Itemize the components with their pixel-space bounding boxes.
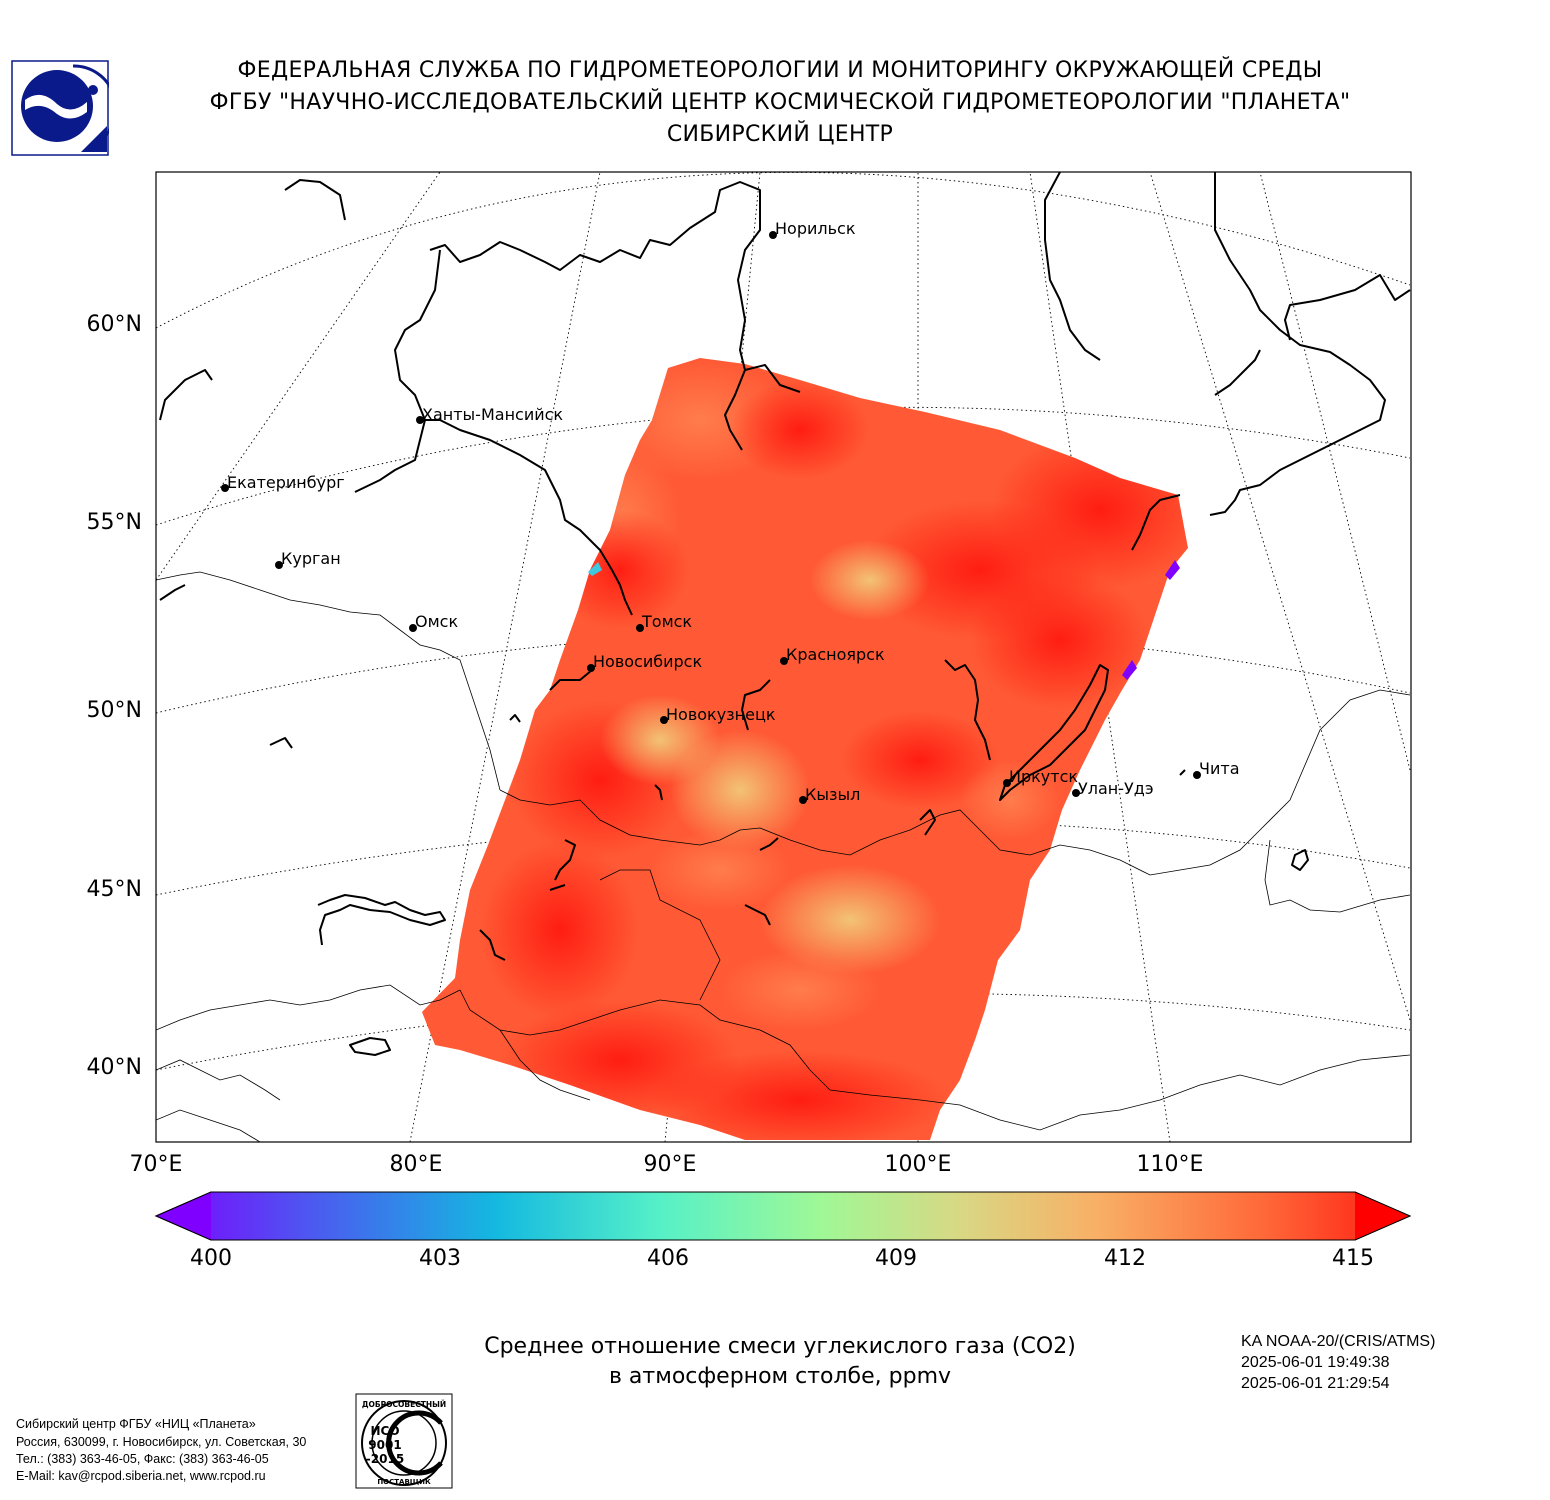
city-label-kyzyl: Кызыл bbox=[805, 785, 861, 804]
iso-l1: ИСО bbox=[370, 1424, 399, 1438]
lon-label-90: 90°E bbox=[643, 1152, 697, 1177]
city-label-kurgan: Курган bbox=[281, 549, 341, 568]
lat-label-50: 50°N bbox=[86, 698, 142, 723]
lat-label-60: 60°N bbox=[86, 312, 142, 337]
caption-line-2: в атмосферном столбе, ppmv bbox=[608, 1364, 952, 1389]
header-line-1: ФЕДЕРАЛЬНАЯ СЛУЖБА ПО ГИДРОМЕТЕОРОЛОГИИ … bbox=[237, 58, 1323, 83]
iso-l3: -2015 bbox=[366, 1452, 404, 1466]
coastlines-rivers bbox=[159, 172, 1411, 1056]
satellite-time-end: 2025-06-01 21:29:54 bbox=[1241, 1375, 1390, 1392]
planeta-logo bbox=[11, 60, 109, 156]
city-label-norilsk: Норильск bbox=[775, 219, 856, 238]
colorbar-tick-412: 412 bbox=[1104, 1246, 1146, 1271]
map-frame bbox=[155, 171, 1412, 1143]
city-label-omsk: Омск bbox=[415, 612, 459, 631]
city-label-irkutsk: Иркутск bbox=[1009, 767, 1079, 786]
country-borders bbox=[156, 571, 1411, 1142]
footer-org: Сибирский центр ФГБУ «НИЦ «Планета» bbox=[16, 1417, 256, 1431]
caption-line-1: Среднее отношение смеси углекислого газа… bbox=[484, 1334, 1076, 1359]
lon-label-80: 80°E bbox=[389, 1152, 443, 1177]
iso-l2: 9001 bbox=[368, 1438, 401, 1452]
footer-phone: Тел.: (383) 363-46-05, Факс: (383) 363-4… bbox=[16, 1452, 269, 1466]
iso-top-text: ДОБРОСОВЕСТНЫЙ bbox=[362, 1400, 446, 1409]
header-line-3: СИБИРСКИЙ ЦЕНТР bbox=[666, 122, 894, 147]
city-label-tomsk: Томск bbox=[642, 612, 693, 631]
city-label-novosibirsk: Новосибирск bbox=[593, 652, 703, 671]
city-label-khanty-mansiysk: Ханты-Мансийск bbox=[422, 405, 564, 424]
header-line-2: ФГБУ "НАУЧНО-ИССЛЕДОВАТЕЛЬСКИЙ ЦЕНТР КОС… bbox=[209, 90, 1351, 115]
colorbar-tick-406: 406 bbox=[647, 1246, 689, 1271]
colorbar-tick-400: 400 bbox=[190, 1246, 232, 1271]
lat-label-45: 45°N bbox=[86, 877, 142, 902]
lat-label-40: 40°N bbox=[86, 1055, 142, 1080]
lon-label-100: 100°E bbox=[884, 1152, 952, 1177]
lat-label-55: 55°N bbox=[86, 510, 142, 535]
colorbar-tick-409: 409 bbox=[875, 1246, 917, 1271]
footer-email: E-Mail: kav@rcpod.siberia.net, www.rcpod… bbox=[16, 1469, 266, 1483]
lon-label-70: 70°E bbox=[129, 1152, 183, 1177]
colorbar bbox=[154, 1191, 1412, 1241]
colorbar-tick-403: 403 bbox=[419, 1246, 461, 1271]
iso-9001-badge: ДОБРОСОВЕСТНЫЙ ИСО 9001 -2015 ПОСТАВЩИК bbox=[355, 1393, 453, 1489]
satellite-time-start: 2025-06-01 19:49:38 bbox=[1241, 1354, 1390, 1371]
footer-address: Россия, 630099, г. Новосибирск, ул. Сове… bbox=[16, 1435, 307, 1449]
city-label-ulan-ude: Улан-Удэ bbox=[1078, 779, 1154, 798]
satellite-name: KA NOAA-20/(CRIS/ATMS) bbox=[1241, 1333, 1436, 1350]
city-label-chita: Чита bbox=[1199, 759, 1240, 778]
city-markers bbox=[221, 231, 1201, 804]
city-label-krasnoyarsk: Красноярск bbox=[786, 645, 885, 664]
city-label-novokuznetsk: Новокузнецк bbox=[666, 705, 776, 724]
iso-bottom-text: ПОСТАВЩИК bbox=[377, 1478, 431, 1486]
lon-label-110: 110°E bbox=[1136, 1152, 1204, 1177]
co2-swath bbox=[422, 358, 1188, 1140]
colorbar-tick-415: 415 bbox=[1332, 1246, 1374, 1271]
city-label-yekaterinburg: Екатеринбург bbox=[227, 473, 345, 492]
